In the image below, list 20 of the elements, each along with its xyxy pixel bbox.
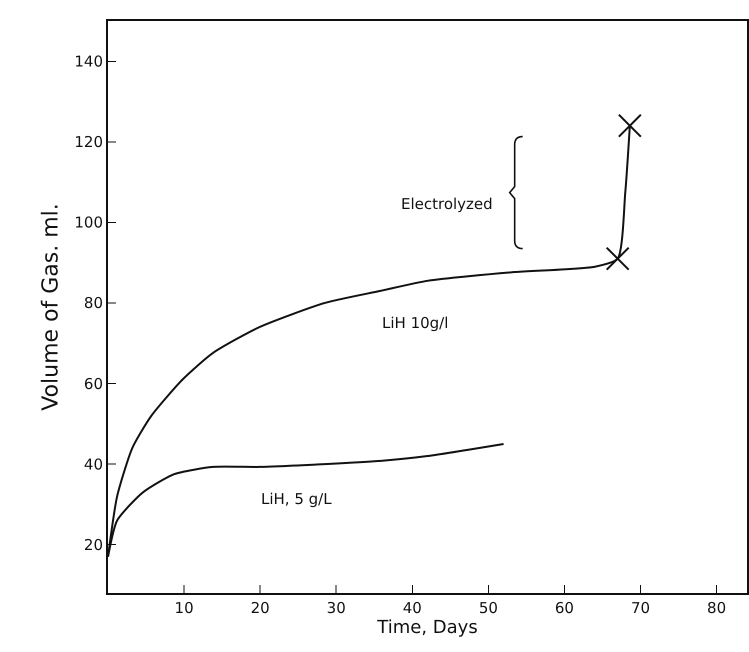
y-tick-label: 20 bbox=[84, 536, 103, 554]
series-label: LiH 10g/l bbox=[382, 314, 448, 332]
x-tick-label: 60 bbox=[554, 599, 574, 617]
x-tick-label: 50 bbox=[478, 599, 498, 617]
y-tick-label: 60 bbox=[84, 374, 103, 393]
y-tick-label: 140 bbox=[74, 52, 103, 71]
y-axis-title: Volume of Gas. ml. bbox=[38, 203, 64, 411]
y-tick-label: 120 bbox=[74, 133, 103, 152]
y-tick-label: 100 bbox=[74, 214, 103, 232]
y-tick-label: 40 bbox=[84, 455, 103, 474]
x-tick-label: 70 bbox=[630, 599, 650, 617]
x-axis-title: Time, Days bbox=[376, 617, 478, 638]
x-tick-label: 20 bbox=[250, 599, 270, 617]
y-tick-label: 80 bbox=[84, 294, 103, 312]
x-tick-label: 10 bbox=[174, 599, 194, 617]
x-tick-label: 30 bbox=[326, 599, 346, 617]
x-tick-label: 80 bbox=[707, 599, 726, 617]
x-tick-label: 40 bbox=[402, 599, 422, 617]
series-label: LiH, 5 g/L bbox=[261, 490, 332, 508]
annotation: Electrolyzed bbox=[401, 195, 493, 213]
